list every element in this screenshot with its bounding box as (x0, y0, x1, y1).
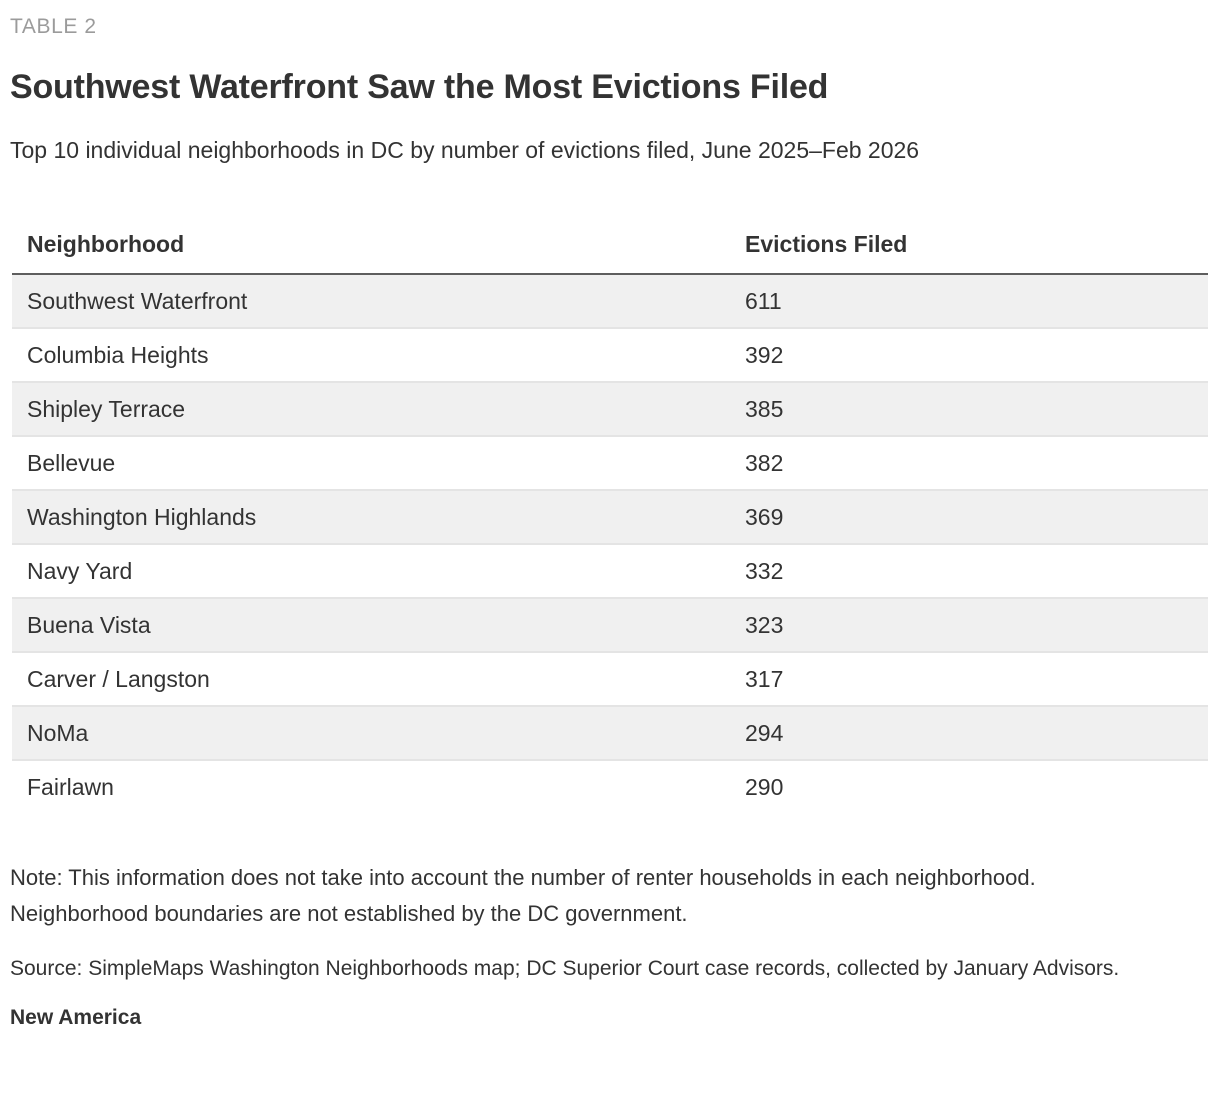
figure-title: Southwest Waterfront Saw the Most Evicti… (10, 68, 829, 106)
neighborhood-cell: Southwest Waterfront (12, 274, 730, 329)
table-row: Southwest Waterfront 611 (12, 274, 1208, 329)
neighborhood-cell: Carver / Langston (12, 652, 730, 707)
evictions-filed-cell: 294 (730, 706, 1208, 761)
table-row: Washington Highlands 369 (12, 490, 1208, 545)
column-header-neighborhood: Neighborhood (12, 216, 730, 275)
figure-source: Source: SimpleMaps Washington Neighborho… (10, 957, 1120, 980)
table-row: Columbia Heights 392 (12, 328, 1208, 383)
neighborhood-cell: Washington Highlands (12, 490, 730, 545)
evictions-filed-cell: 369 (730, 490, 1208, 545)
table-row: Bellevue 382 (12, 436, 1208, 491)
table-row: Navy Yard 332 (12, 544, 1208, 599)
table-row: NoMa 294 (12, 706, 1208, 761)
evictions-filed-cell: 392 (730, 328, 1208, 383)
evictions-table: Neighborhood Evictions Filed Southwest W… (12, 216, 1208, 814)
evictions-filed-cell: 385 (730, 382, 1208, 437)
table-row: Carver / Langston 317 (12, 652, 1208, 707)
evictions-filed-cell: 323 (730, 598, 1208, 653)
table-row: Fairlawn 290 (12, 760, 1208, 814)
table-header: Neighborhood Evictions Filed (12, 216, 1208, 275)
figure-subtitle: Top 10 individual neighborhoods in DC by… (10, 137, 920, 163)
evictions-filed-cell: 317 (730, 652, 1208, 707)
neighborhood-cell: Navy Yard (12, 544, 730, 599)
table-body: Southwest Waterfront 611 Columbia Heights 3… (12, 274, 1208, 814)
table-row: Shipley Terrace 385 (12, 382, 1208, 437)
neighborhood-cell: Bellevue (12, 436, 730, 491)
table-kicker-label: TABLE 2 (10, 15, 97, 38)
neighborhood-cell: Buena Vista (12, 598, 730, 653)
table-header-row: Neighborhood Evictions Filed (12, 216, 1208, 275)
neighborhood-cell: Shipley Terrace (12, 382, 730, 437)
evictions-filed-cell: 611 (730, 274, 1208, 329)
neighborhood-cell: NoMa (12, 706, 730, 761)
neighborhood-cell: Columbia Heights (12, 328, 730, 383)
neighborhood-cell: Fairlawn (12, 760, 730, 814)
column-header-evictions-filed: Evictions Filed (730, 216, 1208, 275)
evictions-filed-cell: 382 (730, 436, 1208, 491)
table-row: Buena Vista 323 (12, 598, 1208, 653)
evictions-filed-cell: 332 (730, 544, 1208, 599)
figure-note: Note: This information does not take int… (10, 865, 1036, 926)
evictions-filed-cell: 290 (730, 760, 1208, 814)
publisher-attribution: New America (10, 1006, 142, 1029)
